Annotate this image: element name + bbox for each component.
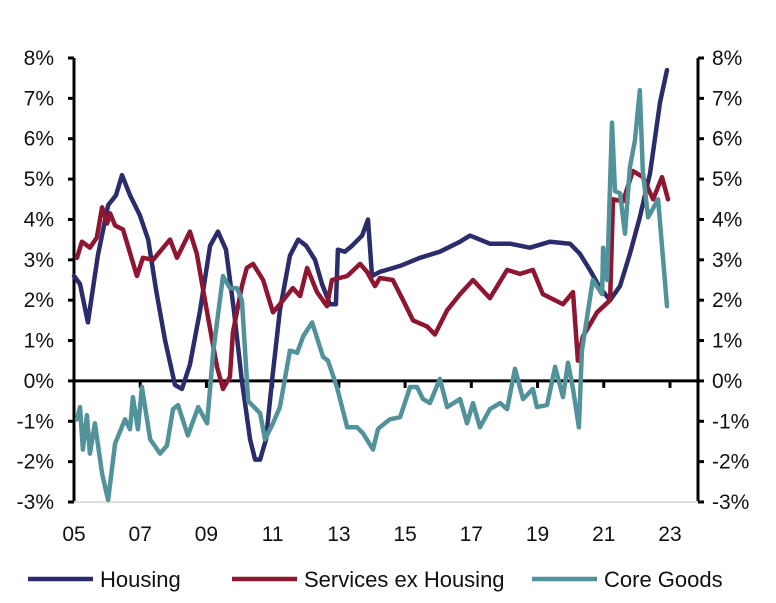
series-lines: [71, 67, 671, 503]
right-y-tick-label: 2%: [712, 289, 742, 312]
series-line-services-ex-housing: [74, 168, 671, 392]
left-y-tick-label: 5%: [24, 168, 54, 191]
series-line-core-goods: [74, 88, 670, 503]
left-y-tick-label: -1%: [17, 410, 54, 433]
left-y-tick-label: 0%: [24, 370, 54, 393]
x-tick-label: 11: [262, 523, 284, 546]
x-tick-label: 09: [195, 523, 218, 546]
series-line-housing: [71, 67, 670, 462]
legend-item: Core Goods: [532, 567, 723, 592]
left-y-tick-label: 6%: [24, 128, 54, 151]
x-tick-label: 23: [658, 523, 681, 546]
legend-label: Housing: [100, 567, 181, 592]
left-y-tick-label: -2%: [17, 451, 54, 474]
right-y-tick-label: -1%: [712, 410, 749, 433]
left-y-tick-label: 2%: [24, 289, 54, 312]
x-tick-label: 15: [393, 523, 416, 546]
right-y-tick-label: 3%: [712, 249, 742, 272]
legend-label: Services ex Housing: [304, 567, 505, 592]
x-tick-label: 05: [62, 523, 85, 546]
right-y-tick-label: 8%: [712, 47, 742, 70]
right-y-tick-label: 0%: [712, 370, 742, 393]
left-y-tick-label: 1%: [24, 330, 54, 353]
left-y-tick-label: 8%: [24, 47, 54, 70]
left-y-tick-label: 3%: [24, 249, 54, 272]
right-y-tick-label: 1%: [712, 330, 742, 353]
x-tick-label: 13: [327, 523, 350, 546]
legend-item: Housing: [28, 567, 181, 592]
legend-item: Services ex Housing: [232, 567, 505, 592]
right-y-tick-label: -2%: [712, 451, 749, 474]
right-y-tick-label: 5%: [712, 168, 742, 191]
axes: [68, 56, 704, 504]
right-y-tick-label: 7%: [712, 87, 742, 110]
right-y-tick-label: 6%: [712, 128, 742, 151]
right-y-tick-label: 4%: [712, 208, 742, 231]
left-y-tick-label: 4%: [24, 208, 54, 231]
x-tick-label: 19: [526, 523, 549, 546]
left-y-tick-label: 7%: [24, 87, 54, 110]
x-tick-label: 07: [129, 523, 152, 546]
right-y-tick-label: -3%: [712, 491, 749, 514]
tick-labels: 8% 8% 7% 7% 6% 6% 5% 5% 4% 4% 3% 3% 2% 2% 1% 1% 0% 0% -1% -…: [17, 47, 750, 546]
x-tick-label: 21: [592, 523, 615, 546]
x-tick-label: 17: [460, 523, 483, 546]
left-y-tick-label: -3%: [17, 491, 54, 514]
legend: Housing Services ex Housing Core Goods: [28, 567, 723, 592]
legend-label: Core Goods: [604, 567, 723, 592]
